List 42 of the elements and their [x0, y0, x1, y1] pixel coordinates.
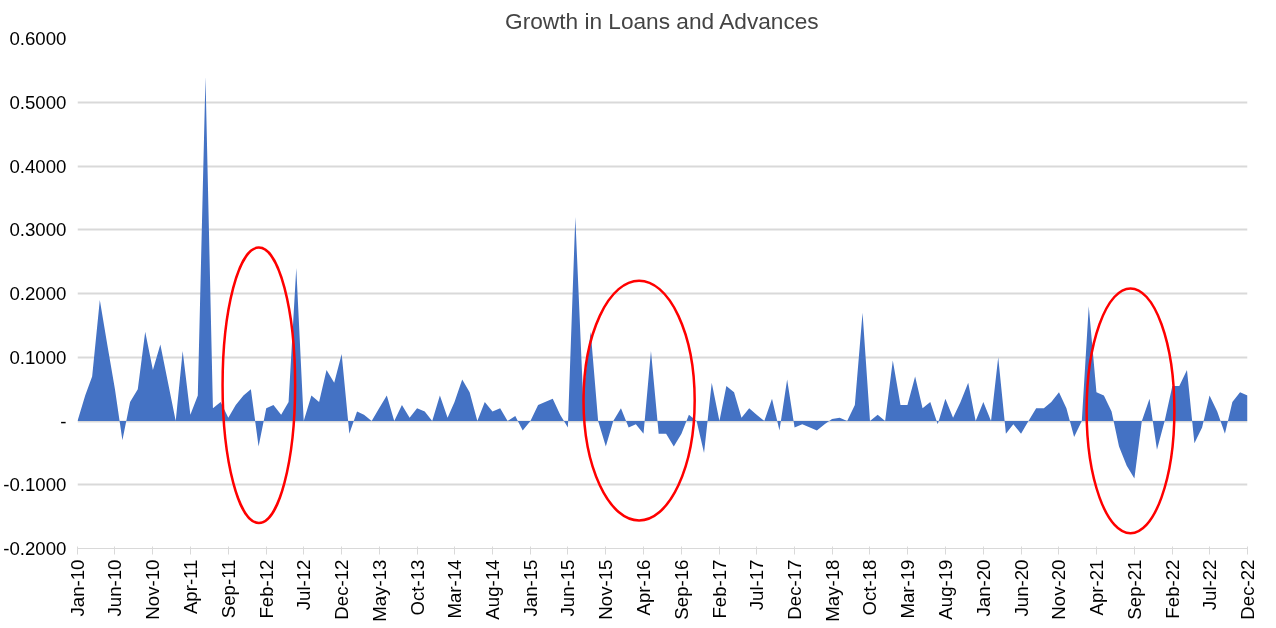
- y-tick-label: 0.4000: [9, 155, 67, 177]
- x-tick-label: Feb-22: [1161, 559, 1183, 619]
- x-tick-label: Dec-22: [1237, 559, 1258, 620]
- x-tick-label: Apr-21: [1085, 559, 1107, 616]
- x-tick-label: Nov-10: [142, 559, 164, 620]
- x-tick-label: Mar-19: [896, 559, 918, 619]
- x-tick-label: Dec-12: [331, 559, 353, 620]
- x-tick-label: Dec-17: [784, 559, 806, 620]
- y-tick-label: -0.2000: [3, 538, 67, 559]
- x-tick-label: Sep-16: [670, 559, 692, 620]
- x-tick-label: Jun-20: [1010, 559, 1032, 617]
- x-tick-label: Apr-11: [179, 559, 201, 615]
- x-tick-label: Sep-21: [1123, 559, 1145, 620]
- y-tick-label: 0.5000: [9, 91, 67, 113]
- y-tick-label: 0.3000: [9, 219, 67, 241]
- x-tick-label: Jul-22: [1199, 559, 1221, 611]
- x-tick-label: Oct-13: [406, 559, 428, 616]
- x-tick-label: Jan-20: [972, 559, 994, 617]
- y-tick-label: 0.6000: [9, 28, 67, 49]
- x-tick-label: May-13: [368, 559, 390, 622]
- x-tick-label: Aug-19: [934, 559, 956, 620]
- x-tick-label: Feb-12: [255, 559, 277, 619]
- y-tick-label: 0.1000: [9, 346, 67, 368]
- x-tick-label: Nov-15: [595, 559, 617, 620]
- x-tick-label: Jun-10: [104, 559, 126, 617]
- x-tick-label: Aug-14: [481, 559, 503, 620]
- y-tick-label: -0.1000: [3, 474, 67, 496]
- x-tick-label: Jan-15: [519, 559, 541, 617]
- x-tick-label: Oct-18: [859, 559, 881, 616]
- y-tick-label: -: [60, 410, 67, 432]
- x-tick-label: Jan-10: [67, 559, 88, 617]
- x-tick-label: May-18: [821, 559, 843, 622]
- x-tick-label: Sep-11: [217, 559, 239, 619]
- x-tick-label: Jun-15: [557, 559, 579, 617]
- x-tick-label: Apr-16: [633, 559, 655, 616]
- x-tick-label: Nov-20: [1048, 559, 1070, 620]
- chart-title: Growth in Loans and Advances: [505, 7, 819, 34]
- x-tick-label: Jul-12: [293, 559, 315, 611]
- y-tick-label: 0.2000: [9, 283, 67, 304]
- x-tick-label: Mar-14: [444, 559, 466, 619]
- x-tick-label: Feb-17: [708, 559, 730, 619]
- x-tick-label: Jul-17: [746, 559, 768, 611]
